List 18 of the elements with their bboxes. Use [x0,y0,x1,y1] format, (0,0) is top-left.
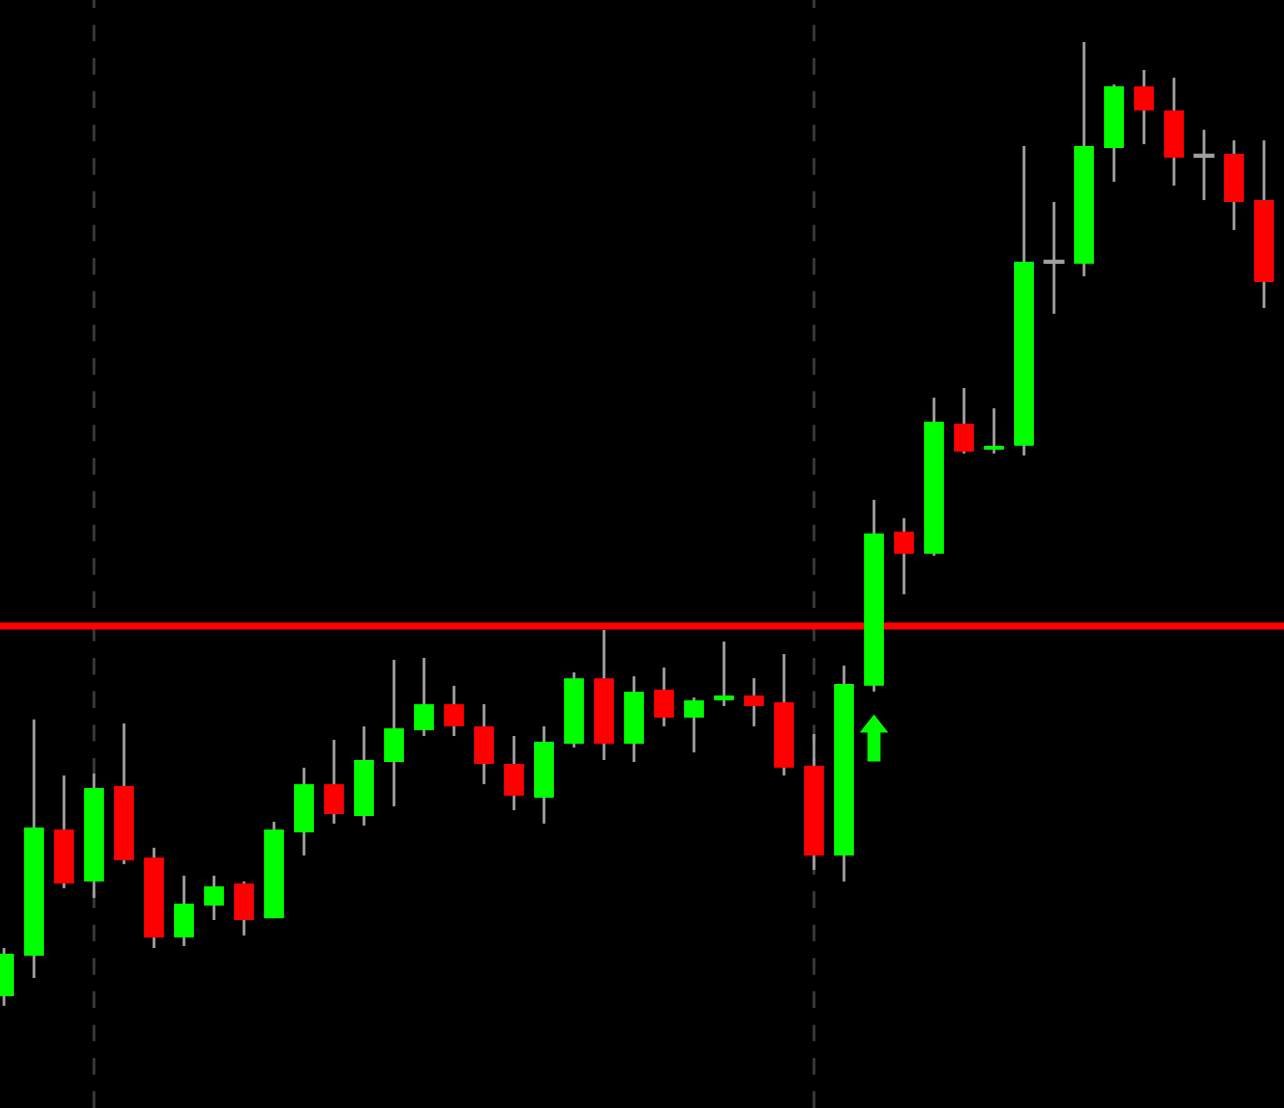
candlestick [234,880,254,937]
candlestick [684,696,704,754]
candlestick [384,658,404,808]
candlestick [324,738,344,826]
candlestick [984,406,1004,455]
candlestick [504,734,524,812]
candlestick [714,640,734,708]
candlestick [204,874,224,922]
candlestick [414,656,434,738]
candlestick [894,516,914,596]
candlestick [1164,76,1184,188]
candlestick [174,874,194,948]
candlestick [654,666,674,728]
candlestick [954,386,974,455]
candlestick [1134,68,1154,146]
candlestick [444,684,464,738]
candlestick [474,702,494,786]
candlestick [744,676,764,728]
